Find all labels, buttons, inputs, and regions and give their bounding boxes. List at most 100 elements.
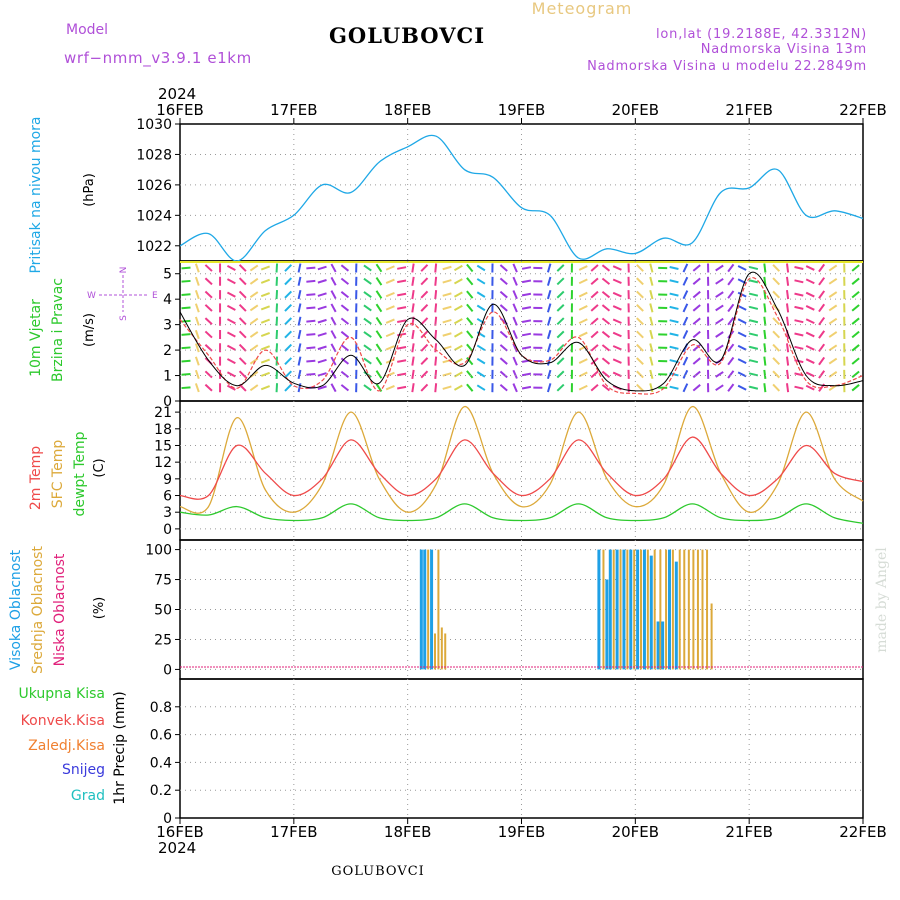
wind-arrow — [805, 305, 815, 311]
wind-arrow — [727, 383, 735, 392]
wind-arrow — [727, 316, 735, 326]
wind-arrow — [818, 330, 826, 339]
wind-arrow — [306, 346, 316, 350]
wind-arrow — [727, 290, 735, 299]
wind-arrow — [737, 304, 747, 311]
y-tick-label: 50 — [154, 603, 172, 619]
wind-arrow — [727, 370, 735, 379]
wind-arrow — [828, 344, 838, 352]
wind-arrow — [851, 330, 860, 339]
wind-arrow — [785, 369, 790, 379]
y-tick-label: 1024 — [136, 208, 172, 224]
wind-arrow — [340, 291, 350, 299]
y-tick-label: 1030 — [136, 117, 172, 133]
wind-arrow — [466, 290, 474, 299]
wind-arrow — [578, 384, 588, 391]
t2m-line — [179, 436, 864, 500]
wind-arrow — [805, 344, 815, 351]
top-date-label: 16FEB — [156, 101, 203, 119]
wind-arrow — [828, 264, 838, 272]
wind-arrow — [818, 303, 826, 313]
top-date-label: 19FEB — [498, 101, 545, 119]
wind-arrow — [715, 384, 724, 392]
wind-arrow — [411, 276, 415, 286]
y-tick-label: 75 — [154, 573, 172, 589]
bottom-date-label: 19FEB — [498, 823, 545, 841]
wind-arrow — [284, 343, 293, 352]
wind-arrow — [748, 359, 759, 364]
wind-arrow — [340, 344, 350, 352]
wind-arrow — [649, 289, 654, 300]
wind-arrow — [601, 344, 611, 352]
wind-arrow — [284, 317, 293, 326]
wind-arrow — [499, 370, 508, 379]
wind-arrow — [578, 265, 588, 271]
wind-arrow — [636, 317, 644, 326]
wind-arrow — [434, 369, 438, 379]
wind-arrow — [818, 316, 826, 326]
wind-arrow — [476, 291, 486, 298]
wind-arrow — [434, 303, 438, 313]
wind-arrow — [466, 317, 474, 326]
y-tick-label: 0 — [163, 811, 172, 827]
wind-arrow — [818, 356, 826, 366]
wind-arrow — [612, 291, 622, 298]
wind-arrow — [397, 359, 407, 363]
wind-arrow — [692, 290, 701, 299]
wind-arrow — [317, 265, 327, 271]
wind-arrow — [636, 383, 644, 392]
wind-arrow — [363, 277, 372, 285]
wind-arrow — [546, 276, 552, 286]
wind-arrow — [420, 317, 429, 326]
wind-arrow — [194, 303, 200, 313]
wind-arrow — [737, 371, 747, 378]
wind-arrow — [340, 264, 350, 272]
wind-arrow — [851, 277, 860, 285]
wind-arrow — [420, 303, 429, 312]
wind-arrow — [476, 264, 486, 272]
wind-arrow — [521, 372, 532, 377]
wind-arrow — [284, 264, 293, 272]
wind-arrow — [420, 277, 429, 286]
wind-arrow — [682, 316, 689, 326]
compass-n: N — [119, 267, 129, 274]
wind-arrow — [649, 316, 654, 326]
wind-arrow — [763, 303, 767, 313]
y-tick-label: 1 — [163, 369, 172, 385]
wind-arrow — [411, 343, 415, 353]
wind-arrow — [181, 319, 191, 323]
wind-arrow — [682, 369, 689, 379]
wind-arrow — [636, 304, 644, 312]
wind-arrow — [682, 356, 689, 366]
wind-arrow — [649, 343, 654, 353]
wind-arrow — [194, 290, 200, 300]
wind-arrow — [828, 317, 838, 325]
wind-arrow — [453, 358, 463, 365]
wind-arrow — [317, 345, 327, 351]
wind-arrow — [397, 266, 407, 270]
y-tick-label: 1028 — [136, 147, 172, 163]
wind-arrow — [785, 343, 790, 353]
wind-arrow — [556, 317, 565, 326]
credit-label: made by Angel — [874, 547, 890, 653]
wind-arrow — [669, 332, 679, 337]
wind-arrow — [851, 344, 860, 352]
wind-arrow — [805, 384, 815, 391]
wind-arrow — [785, 316, 790, 326]
wind-arrow — [260, 345, 271, 351]
wind-arrow — [249, 384, 259, 392]
wind-arrow — [297, 343, 302, 353]
meteogram-label: Meteogram — [532, 0, 633, 18]
wind-arrow — [612, 331, 622, 338]
wind-arrow — [578, 358, 588, 364]
wind-arrow — [794, 332, 804, 337]
wind-arrow — [512, 290, 518, 300]
wind-arrow — [363, 317, 372, 325]
wind-arrow — [306, 359, 316, 363]
wind-arrow — [763, 356, 767, 366]
wind-arrow — [226, 384, 236, 391]
wind-arrow — [748, 292, 759, 297]
wind-arrow — [794, 305, 804, 310]
wind-arrow — [794, 385, 804, 390]
wind-arrow — [476, 384, 486, 391]
